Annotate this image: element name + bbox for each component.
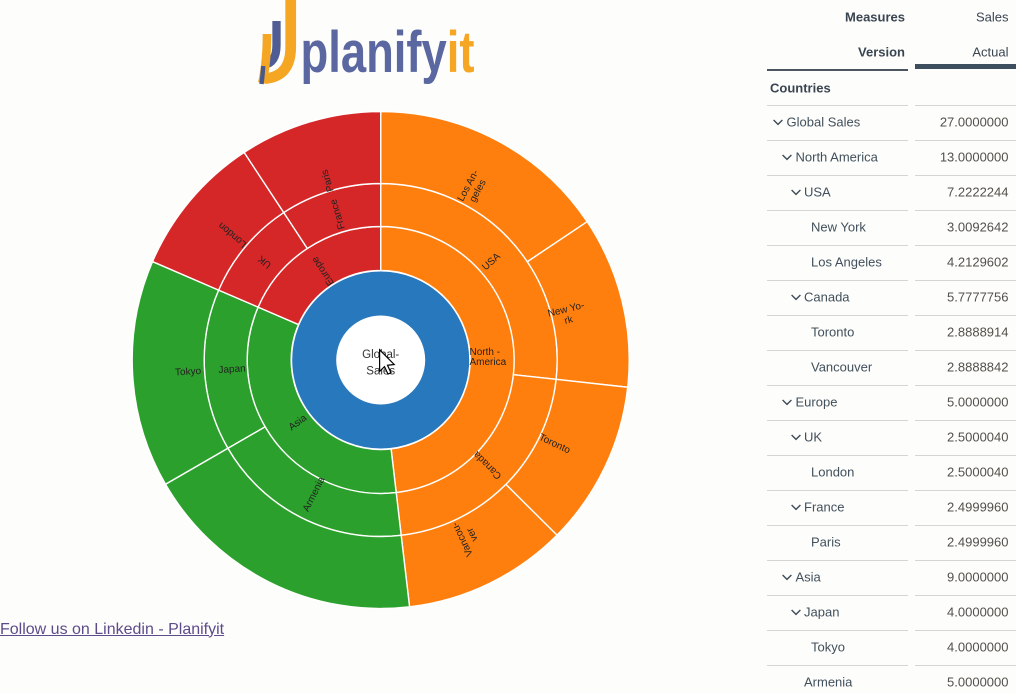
svg-text:Japan: Japan [218, 363, 246, 376]
svg-text:America: America [470, 357, 507, 368]
svg-text:North -: North - [470, 347, 501, 358]
svg-text:planifyit: planifyit [301, 20, 475, 85]
svg-text:Tokyo: Tokyo [175, 366, 202, 379]
